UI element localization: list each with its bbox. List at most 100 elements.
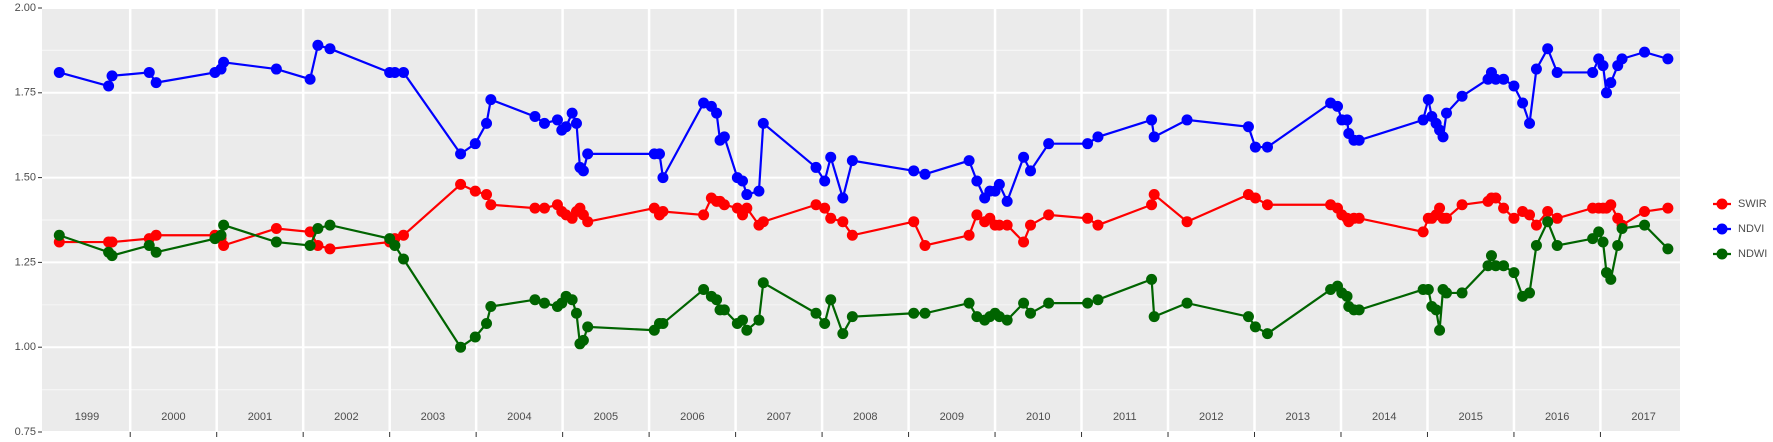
point — [737, 314, 749, 326]
point — [577, 334, 589, 346]
point — [810, 307, 822, 319]
point — [753, 314, 765, 326]
point — [106, 250, 118, 262]
point — [1025, 219, 1037, 231]
point — [1616, 53, 1628, 65]
point — [825, 294, 837, 306]
year-label: 2000 — [161, 411, 185, 423]
point — [741, 324, 753, 336]
year-label: 2015 — [1458, 411, 1482, 423]
point — [1422, 94, 1434, 106]
legend-label: NDVI — [1738, 223, 1764, 235]
year-label: 2009 — [940, 411, 964, 423]
point — [1600, 87, 1612, 99]
point — [1437, 131, 1449, 143]
year-label: 2011 — [1113, 411, 1137, 423]
point — [657, 317, 669, 329]
point — [1018, 151, 1030, 163]
point — [560, 121, 572, 133]
point — [270, 236, 282, 248]
point — [1092, 294, 1104, 306]
point — [582, 321, 594, 333]
point — [698, 209, 710, 221]
point — [1542, 216, 1554, 228]
point — [150, 77, 162, 89]
point — [1242, 121, 1254, 133]
point — [455, 341, 467, 353]
year-label: 2010 — [1026, 411, 1050, 423]
point — [819, 175, 831, 187]
point — [481, 317, 493, 329]
point — [1018, 297, 1030, 309]
point — [846, 311, 858, 323]
point — [1530, 63, 1542, 75]
point — [908, 307, 920, 319]
point — [1001, 314, 1013, 326]
point — [1639, 46, 1651, 58]
legend-key-point — [1716, 223, 1728, 235]
point — [1490, 260, 1502, 272]
point — [1353, 212, 1365, 224]
point — [577, 165, 589, 177]
point — [1605, 199, 1617, 211]
year-label: 2005 — [594, 411, 618, 423]
point — [1456, 199, 1468, 211]
point — [757, 117, 769, 129]
point — [718, 199, 730, 211]
point — [919, 307, 931, 319]
point — [150, 246, 162, 258]
year-label: 2008 — [853, 411, 877, 423]
year-label: 2017 — [1631, 411, 1655, 423]
point — [143, 239, 155, 251]
point — [1092, 219, 1104, 231]
point — [304, 239, 316, 251]
point — [1597, 60, 1609, 72]
point — [1148, 131, 1160, 143]
point — [963, 297, 975, 309]
point — [106, 70, 118, 82]
y-tick-label: 1.25 — [15, 256, 36, 268]
year-label: 2013 — [1286, 411, 1310, 423]
point — [825, 151, 837, 163]
point — [993, 178, 1005, 190]
point — [570, 117, 582, 129]
point — [919, 168, 931, 180]
point — [1662, 53, 1674, 65]
point — [1025, 165, 1037, 177]
point — [1517, 97, 1529, 109]
point — [455, 178, 467, 190]
point — [1508, 267, 1520, 279]
point — [1242, 311, 1254, 323]
year-label: 2012 — [1199, 411, 1223, 423]
point — [1542, 206, 1554, 218]
point — [1542, 43, 1554, 55]
point — [485, 300, 497, 312]
point — [551, 114, 563, 126]
point — [538, 117, 550, 129]
point — [1082, 212, 1094, 224]
point — [737, 175, 749, 187]
point — [215, 229, 227, 241]
point — [469, 185, 481, 197]
point — [837, 328, 849, 340]
point — [1490, 73, 1502, 85]
point — [837, 216, 849, 228]
point — [538, 202, 550, 214]
point — [398, 66, 410, 78]
point — [757, 216, 769, 228]
point — [1485, 250, 1497, 262]
point — [711, 107, 723, 119]
y-tick-label: 0.75 — [15, 426, 36, 438]
point — [1181, 114, 1193, 126]
point — [653, 148, 665, 160]
point — [398, 229, 410, 241]
point — [582, 216, 594, 228]
point — [1146, 114, 1158, 126]
point — [1662, 202, 1674, 214]
point — [963, 155, 975, 167]
year-label: 2004 — [507, 411, 531, 423]
point — [1181, 216, 1193, 228]
point — [312, 222, 324, 234]
point — [485, 199, 497, 211]
point — [566, 107, 578, 119]
